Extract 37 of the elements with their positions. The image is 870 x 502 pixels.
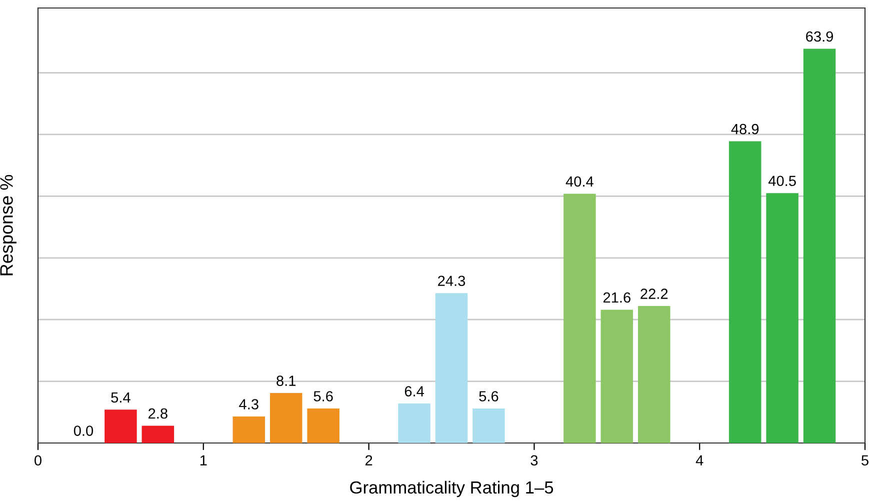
bar [104,410,137,443]
data-label: 48.9 [731,124,759,134]
x-tick-label: 5 [862,455,868,466]
bar [766,193,798,443]
data-label: 21.6 [603,292,630,303]
bar [398,404,430,443]
data-label: 4.3 [239,399,258,410]
x-tick-label: 3 [530,455,538,466]
data-label: 2.8 [148,408,168,419]
data-label: 63.9 [806,31,834,42]
data-label: 8.1 [276,376,296,386]
bar [564,194,596,443]
x-tick-label: 4 [696,455,704,466]
bar [435,293,468,443]
x-tick-label: 2 [365,455,372,466]
bar [142,426,174,443]
bar [638,306,670,443]
bar [270,393,302,443]
y-axis-title: Response % [0,174,16,276]
data-label: 5.6 [479,391,498,402]
data-label: 5.4 [111,392,130,403]
bar [600,310,634,443]
data-label: 22.2 [640,288,668,299]
x-tick-label: 0 [34,455,42,466]
bar [307,408,340,443]
data-label: 0.0 [74,426,94,436]
bar [232,416,266,443]
x-axis-title: Grammaticality Rating 1–5 [350,480,554,498]
x-tick-label: 1 [200,455,207,466]
bar [803,48,836,443]
bar [728,141,762,443]
data-label: 40.4 [566,176,594,187]
bar [472,408,505,443]
data-label: 24.3 [438,276,466,286]
data-label: 5.6 [314,391,333,402]
data-label: 40.5 [768,176,796,186]
data-label: 6.4 [404,386,424,396]
